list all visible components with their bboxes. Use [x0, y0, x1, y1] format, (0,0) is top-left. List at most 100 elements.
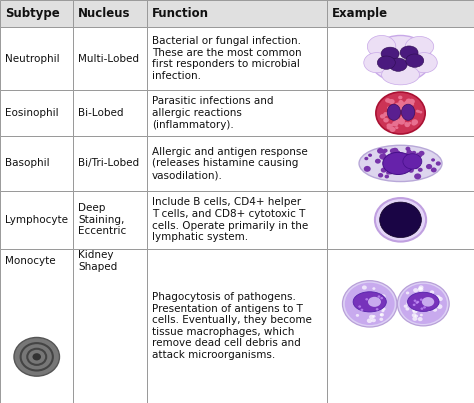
Bar	[147, 0, 327, 27]
Ellipse shape	[383, 152, 413, 174]
Circle shape	[405, 147, 410, 151]
Bar	[327, 249, 474, 403]
Circle shape	[404, 305, 408, 308]
Circle shape	[395, 103, 401, 108]
Circle shape	[427, 308, 431, 312]
Bar	[73, 27, 147, 90]
Circle shape	[431, 167, 437, 172]
Bar	[73, 90, 147, 136]
Circle shape	[357, 296, 361, 299]
Circle shape	[423, 306, 426, 309]
Circle shape	[406, 98, 412, 104]
Bar	[327, 90, 474, 136]
Circle shape	[390, 127, 396, 132]
Circle shape	[435, 295, 441, 300]
Text: Parasitic infections and
allergic reactions
(inflammatory).: Parasitic infections and allergic reacti…	[152, 96, 273, 130]
Circle shape	[407, 301, 411, 304]
Ellipse shape	[364, 52, 390, 73]
Circle shape	[382, 115, 385, 118]
Circle shape	[411, 121, 416, 126]
Circle shape	[419, 111, 422, 114]
Circle shape	[408, 157, 414, 163]
Circle shape	[402, 119, 405, 122]
Circle shape	[416, 162, 420, 165]
Ellipse shape	[370, 35, 431, 82]
Text: Kidney
Shaped: Kidney Shaped	[78, 250, 118, 272]
Circle shape	[362, 285, 367, 290]
Bar	[0, 0, 73, 27]
Circle shape	[379, 154, 387, 160]
Circle shape	[387, 99, 392, 103]
Circle shape	[369, 301, 372, 303]
Circle shape	[414, 165, 419, 169]
Circle shape	[358, 305, 361, 308]
Circle shape	[32, 353, 41, 360]
Circle shape	[373, 287, 375, 290]
Circle shape	[404, 123, 410, 127]
Ellipse shape	[367, 35, 396, 58]
Ellipse shape	[353, 292, 386, 312]
Text: Bi-Lobed: Bi-Lobed	[78, 108, 124, 118]
Circle shape	[359, 307, 363, 310]
Circle shape	[413, 303, 419, 308]
Circle shape	[398, 164, 405, 170]
Circle shape	[407, 117, 410, 120]
Circle shape	[422, 301, 426, 305]
Ellipse shape	[403, 154, 422, 169]
Ellipse shape	[387, 104, 401, 120]
Circle shape	[14, 337, 60, 376]
Circle shape	[381, 294, 386, 299]
Circle shape	[365, 157, 368, 160]
Circle shape	[380, 297, 383, 299]
Circle shape	[437, 304, 442, 309]
Circle shape	[414, 173, 421, 179]
Circle shape	[430, 290, 434, 294]
Circle shape	[431, 158, 435, 162]
Circle shape	[380, 313, 384, 317]
Circle shape	[380, 114, 385, 118]
Circle shape	[373, 295, 375, 297]
Ellipse shape	[382, 65, 419, 85]
Text: Function: Function	[152, 7, 209, 20]
Circle shape	[438, 297, 443, 301]
Circle shape	[416, 153, 421, 157]
Text: Example: Example	[332, 7, 388, 20]
Circle shape	[372, 315, 375, 318]
Circle shape	[345, 283, 394, 325]
Circle shape	[419, 151, 425, 156]
Circle shape	[398, 102, 404, 108]
Circle shape	[426, 164, 432, 169]
Text: Phagocytosis of pathogens.
Presentation of antigens to T
cells. Eventually, they: Phagocytosis of pathogens. Presentation …	[152, 292, 311, 360]
Ellipse shape	[359, 145, 442, 182]
Bar	[0, 249, 73, 403]
Bar	[0, 90, 73, 136]
Circle shape	[413, 303, 416, 306]
Circle shape	[382, 307, 385, 311]
Ellipse shape	[377, 56, 395, 69]
Bar	[327, 27, 474, 90]
Bar	[327, 136, 474, 191]
Circle shape	[386, 170, 391, 174]
Circle shape	[383, 149, 388, 153]
Text: Include B cells, CD4+ helper
T cells, and CD8+ cytotoxic T
cells. Operate primar: Include B cells, CD4+ helper T cells, an…	[152, 197, 308, 242]
Circle shape	[407, 149, 411, 153]
Ellipse shape	[411, 52, 437, 73]
Bar	[73, 191, 147, 249]
Circle shape	[356, 314, 359, 317]
Circle shape	[388, 170, 393, 174]
Text: Neutrophil: Neutrophil	[5, 54, 59, 64]
Circle shape	[406, 291, 410, 295]
Circle shape	[401, 104, 405, 108]
Circle shape	[404, 122, 408, 125]
Text: Deep
Staining,
Eccentric: Deep Staining, Eccentric	[78, 203, 127, 237]
Circle shape	[385, 98, 391, 103]
Circle shape	[411, 119, 418, 125]
Circle shape	[402, 107, 408, 111]
Circle shape	[405, 111, 411, 116]
Circle shape	[397, 120, 401, 124]
Circle shape	[360, 309, 363, 311]
Bar	[147, 90, 327, 136]
Ellipse shape	[381, 47, 399, 60]
Circle shape	[417, 110, 420, 113]
Circle shape	[369, 315, 374, 319]
